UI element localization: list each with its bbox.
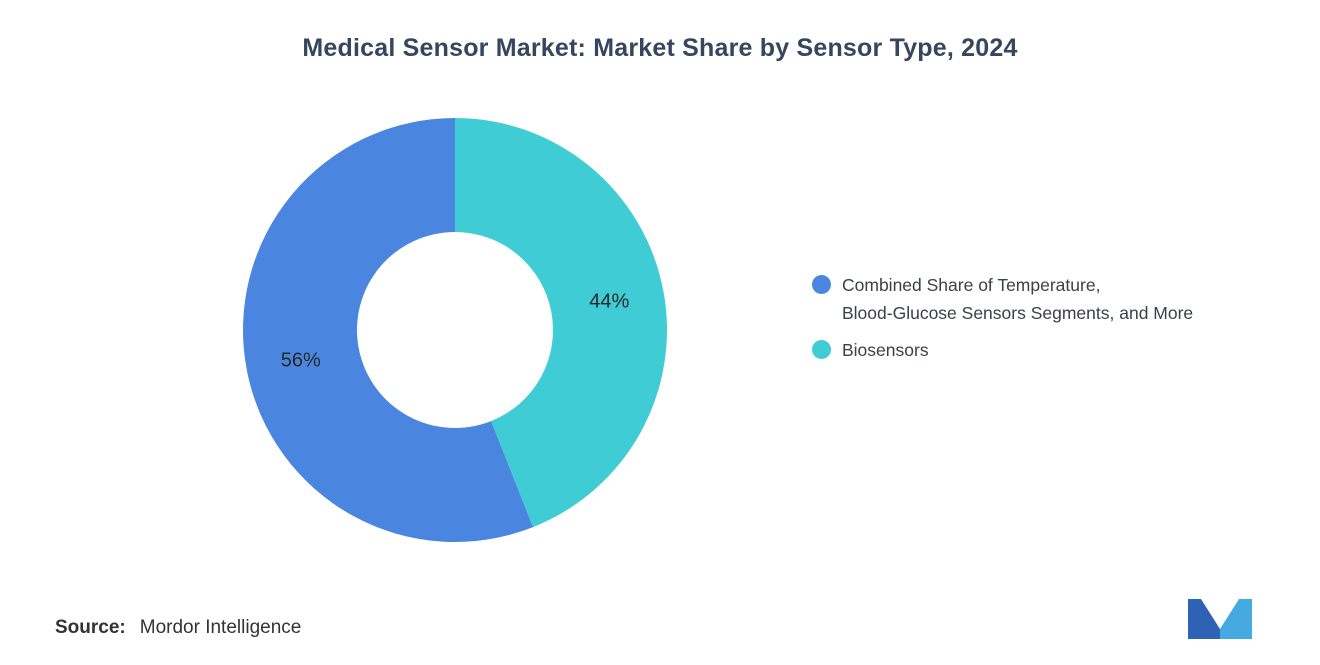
legend-item-biosensors: Biosensors xyxy=(812,336,1193,364)
chart-legend: Combined Share of Temperature, Blood-Glu… xyxy=(812,271,1193,364)
legend-item-combined-share: Combined Share of Temperature, Blood-Glu… xyxy=(812,271,1193,327)
mordor-intelligence-logo xyxy=(1188,599,1252,639)
legend-label-line: Blood-Glucose Sensors Segments, and More xyxy=(842,303,1194,323)
legend-swatch-combined-share xyxy=(812,275,831,294)
legend-label-combined-share: Combined Share of Temperature, Blood-Glu… xyxy=(842,271,1193,327)
donut-slice-0 xyxy=(455,118,667,528)
chart-title: Medical Sensor Market: Market Share by S… xyxy=(302,34,1018,62)
legend-label-line: Biosensors xyxy=(842,340,929,360)
source-value: Mordor Intelligence xyxy=(139,617,302,638)
logo-right-shape xyxy=(1220,599,1252,639)
logo-left-shape xyxy=(1188,599,1220,639)
legend-label-line: Combined Share of Temperature, xyxy=(842,275,1101,295)
legend-swatch-biosensors xyxy=(812,340,831,359)
slice-data-label-1: 56% xyxy=(281,349,321,371)
donut-slice-1 xyxy=(243,118,534,542)
source-label: Source: xyxy=(55,617,126,638)
donut-chart: 44% 56% xyxy=(243,118,667,542)
source-row: Source: Mordor Intelligence xyxy=(55,617,301,639)
slice-data-label-0: 44% xyxy=(589,291,629,313)
legend-label-biosensors: Biosensors xyxy=(842,336,929,364)
